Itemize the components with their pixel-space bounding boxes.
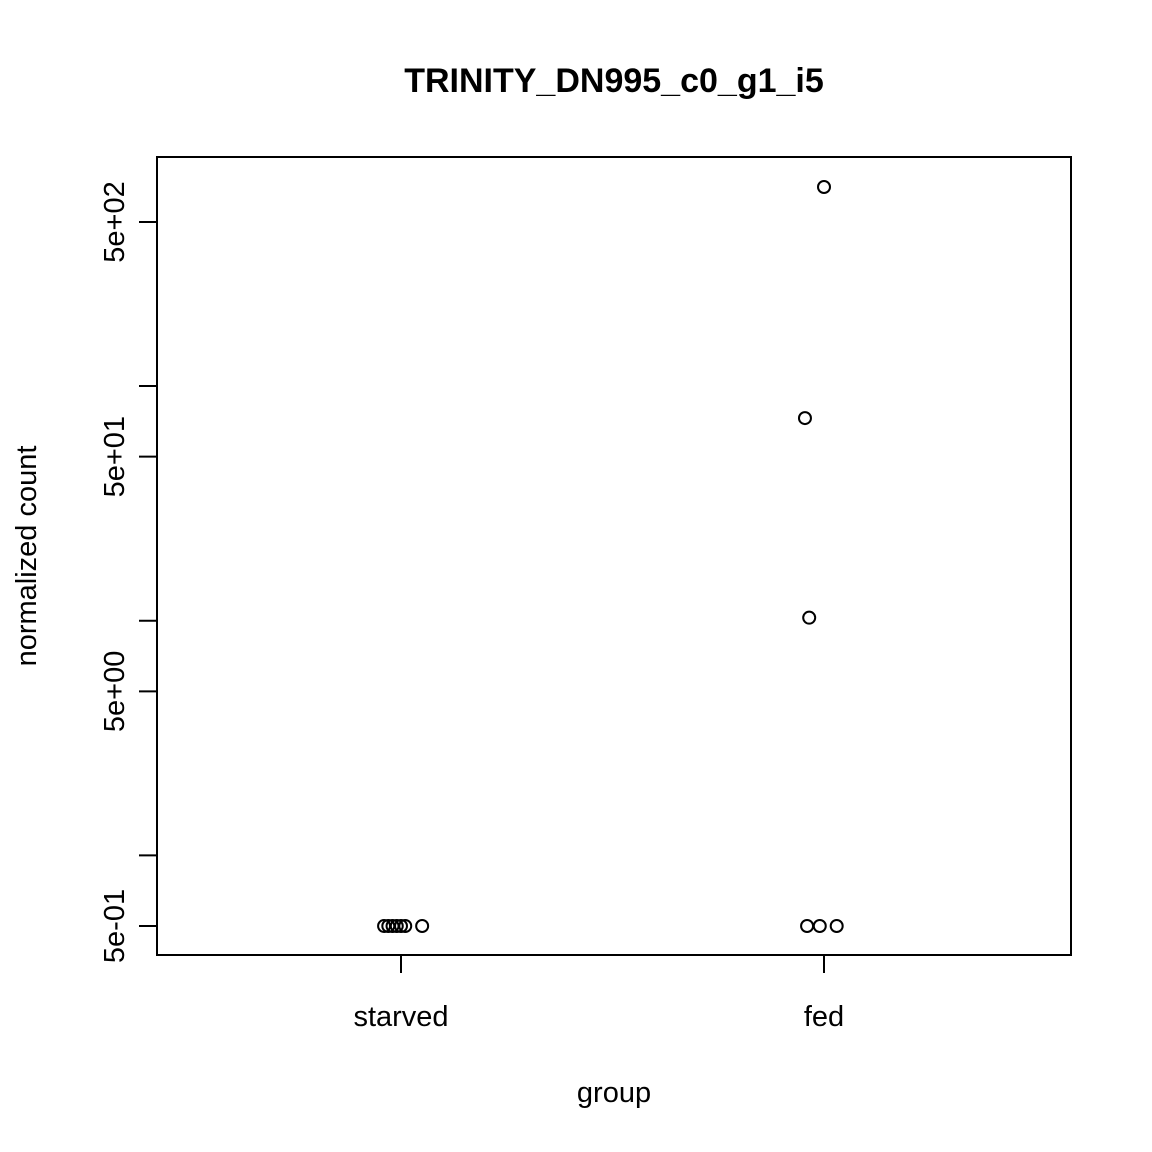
y-tick-label: 5e+01 [99,416,131,497]
data-point [829,919,844,933]
y-tick-label: 5e+00 [99,651,131,732]
plot-frame [156,156,1072,956]
data-point [398,919,413,933]
x-axis: starved fed [353,955,844,1033]
x-tick-label: starved [353,1001,448,1033]
data-point [415,919,430,933]
data-point [797,411,812,426]
y-axis-label: normalized count [11,446,43,667]
data-point [389,919,404,933]
y-tick-label: 5e-01 [99,889,131,963]
data-point [394,919,408,933]
data-point [802,610,817,625]
data-point [812,919,827,933]
data-points [377,180,844,933]
chart-title: TRINITY_DN995_c0_g1_i5 [404,62,824,100]
y-axis: 5e-01 5e+00 5e+01 5e+02 [99,181,157,963]
data-point [817,180,831,194]
x-axis-label: group [577,1077,651,1109]
y-tick-label: 5e+02 [99,181,131,262]
x-tick-label: fed [804,1001,844,1033]
